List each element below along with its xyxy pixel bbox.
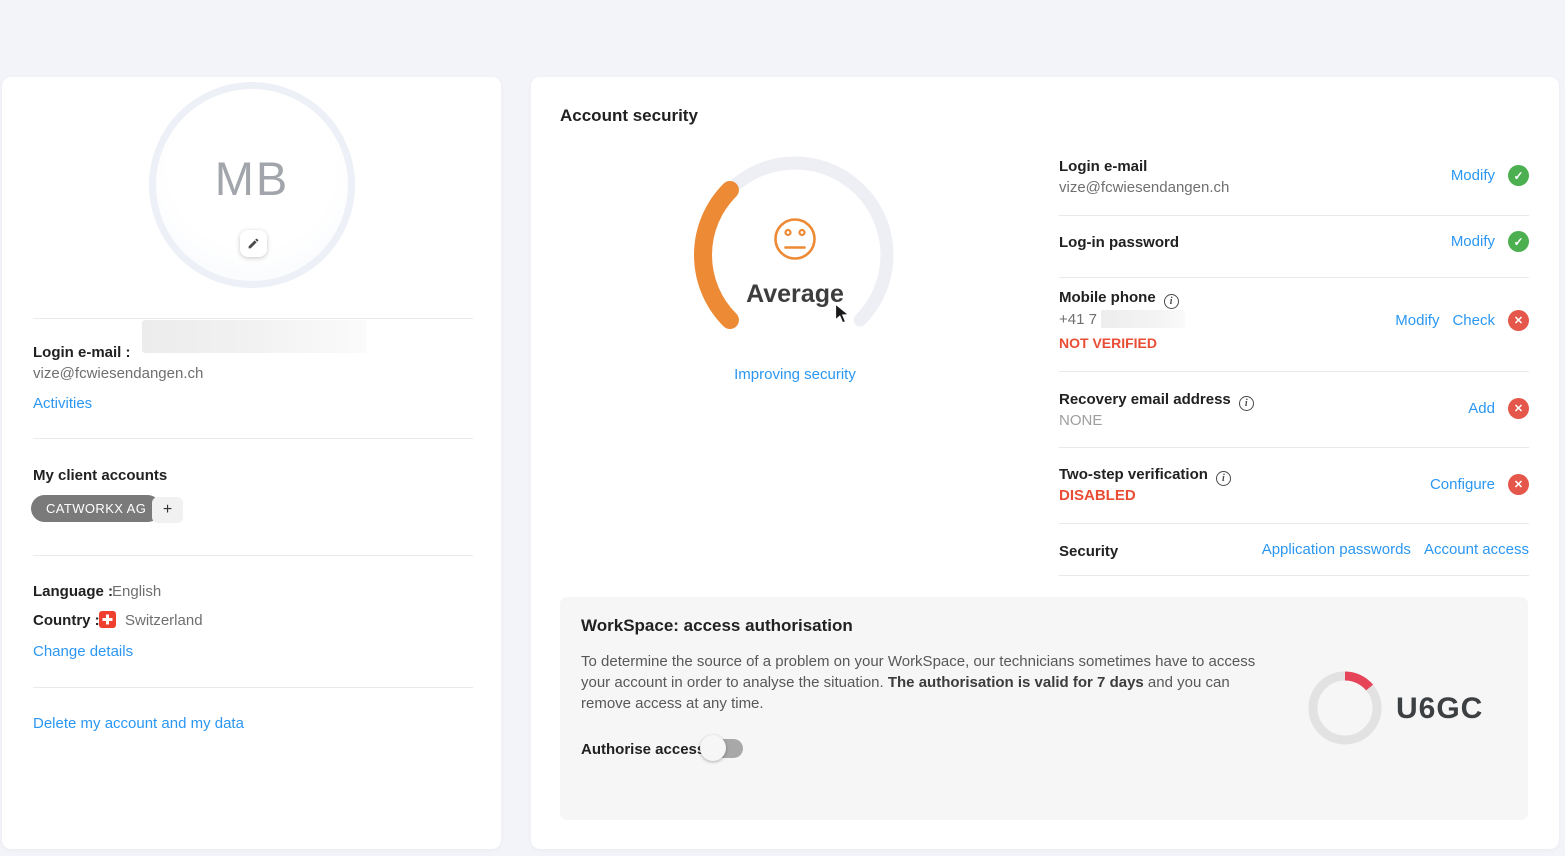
cross-circle-icon: ✕ (1508, 474, 1529, 495)
row-security-label: Security (1059, 543, 1119, 560)
row-recovery-email-label: Recovery email address (1059, 391, 1254, 411)
divider (1059, 575, 1529, 576)
security-level-text: Average (746, 280, 844, 308)
authorise-access-toggle[interactable] (700, 733, 746, 763)
login-email-label: Login e-mail : (33, 344, 131, 361)
application-passwords-link[interactable]: Application passwords (1261, 541, 1411, 558)
workspace-description: To determine the source of a problem on … (581, 651, 1281, 714)
divider (1059, 277, 1529, 278)
switzerland-flag-icon (99, 611, 116, 633)
language-value: English (112, 583, 162, 600)
not-verified-badge: NOT VERIFIED (1059, 335, 1158, 351)
row-recovery-email-value: NONE (1059, 412, 1103, 429)
disabled-badge: DISABLED (1059, 487, 1136, 504)
row-password-label: Log-in password (1059, 234, 1179, 251)
add-client-account-button[interactable]: + (152, 497, 183, 523)
divider (33, 438, 473, 439)
row-login-email-label: Login e-mail (1059, 158, 1148, 175)
avatar-initials: MB (214, 151, 290, 205)
configure-two-step-link[interactable]: Configure (1429, 476, 1495, 493)
row-two-step-label: Two-step verification (1059, 466, 1231, 486)
authorise-access-label: Authorise access (581, 741, 706, 758)
check-circle-icon: ✓ (1508, 165, 1529, 186)
row-login-email-actions: Modify ✓ (1451, 165, 1529, 186)
security-gauge (694, 156, 894, 330)
info-icon[interactable] (1163, 294, 1179, 309)
row-recovery-email-actions: Add ✕ (1468, 398, 1529, 419)
check-circle-icon: ✓ (1508, 231, 1529, 252)
info-icon[interactable] (1215, 471, 1231, 486)
redacted-phone-number (1101, 310, 1186, 328)
workspace-description-bold: The authorisation is valid for 7 days (887, 674, 1144, 691)
account-access-link[interactable]: Account access (1423, 541, 1529, 558)
workspace-section-title: WorkSpace: access authorisation (581, 616, 853, 635)
divider (1059, 523, 1529, 524)
change-details-link[interactable]: Change details (33, 643, 134, 660)
avatar: MB (149, 82, 355, 288)
row-mobile-phone-value: +41 7 (1059, 310, 1186, 328)
modify-password-link[interactable]: Modify (1450, 233, 1495, 250)
row-two-step-actions: Configure ✕ (1430, 474, 1529, 495)
improving-security-link[interactable]: Improving security (734, 366, 856, 383)
mobile-phone-label-text: Mobile phone (1059, 289, 1156, 306)
country-label: Country : (33, 612, 100, 629)
language-label: Language : (33, 583, 114, 600)
cross-circle-icon: ✕ (1508, 398, 1529, 419)
phone-prefix-text: +41 7 (1059, 311, 1097, 328)
modify-phone-link[interactable]: Modify (1395, 312, 1440, 329)
access-code-timer-ring (1308, 671, 1382, 745)
recovery-email-label-text: Recovery email address (1059, 391, 1231, 408)
row-mobile-phone-label: Mobile phone (1059, 289, 1179, 309)
workspace-description-part1: To determine the source of a problem on … (581, 653, 1256, 691)
page-title: Account security (560, 106, 698, 125)
row-security-actions: Application passwords Account access (1262, 541, 1529, 558)
profile-card: MB Login e-mail : vize@fcwiesendangen.ch… (2, 77, 501, 849)
toggle-knob (700, 735, 726, 761)
row-password-actions: Modify ✓ (1451, 231, 1529, 252)
pencil-icon (247, 237, 260, 250)
divider (1059, 371, 1529, 372)
info-icon[interactable] (1238, 396, 1254, 411)
divider (33, 318, 473, 319)
delete-account-link[interactable]: Delete my account and my data (33, 715, 244, 732)
row-mobile-phone-actions: Modify Check ✕ (1395, 310, 1529, 331)
divider (33, 555, 473, 556)
client-accounts-label: My client accounts (33, 467, 168, 484)
modify-login-email-link[interactable]: Modify (1450, 167, 1495, 184)
edit-avatar-button[interactable] (240, 230, 267, 257)
add-recovery-email-link[interactable]: Add (1468, 400, 1495, 417)
access-code: U6GC (1396, 692, 1484, 725)
workspace-authorisation-section: WorkSpace: access authorisation To deter… (560, 597, 1528, 820)
redacted-user-name (142, 320, 367, 353)
login-email-value: vize@fcwiesendangen.ch (33, 365, 204, 382)
neutral-face-icon (774, 218, 816, 260)
client-account-chip[interactable]: CATWORKX AG (31, 495, 162, 522)
country-value: Switzerland (125, 612, 203, 629)
divider (1059, 215, 1529, 216)
activities-link[interactable]: Activities (33, 395, 93, 412)
two-step-label-text: Two-step verification (1059, 466, 1208, 483)
check-phone-link[interactable]: Check (1452, 312, 1495, 329)
divider (33, 687, 473, 688)
row-login-email-value: vize@fcwiesendangen.ch (1059, 179, 1230, 196)
workspace-description-part2: and you can remove access at any time. (581, 674, 1230, 712)
cross-circle-icon: ✕ (1508, 310, 1529, 331)
divider (1059, 447, 1529, 448)
account-security-card: Account security Average Improving secur… (531, 77, 1559, 849)
